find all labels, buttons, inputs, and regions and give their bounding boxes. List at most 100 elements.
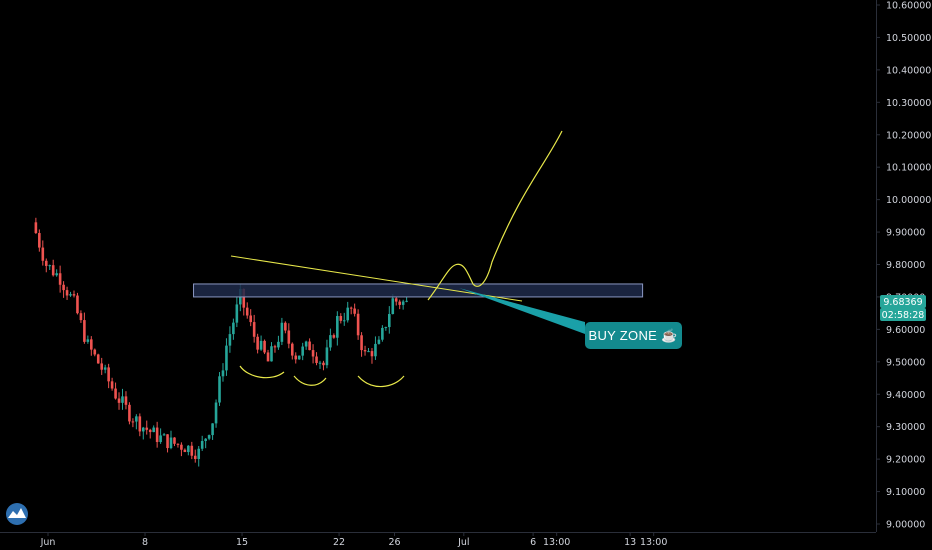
price-tick-label: 10.00000 xyxy=(886,195,931,206)
candle-body xyxy=(79,313,83,321)
candle-body xyxy=(315,356,318,363)
last-price-tag xyxy=(880,295,926,308)
candle-body xyxy=(394,298,398,302)
time-tick-label: Jun xyxy=(40,537,56,548)
resistance-zone[interactable] xyxy=(193,283,644,298)
time-tick-label: Jul xyxy=(457,537,469,548)
candle-body xyxy=(374,343,377,357)
candle-body xyxy=(290,343,294,356)
candle-body xyxy=(207,435,211,439)
candle-body xyxy=(280,322,284,342)
candle-body xyxy=(58,273,62,285)
candle-body xyxy=(322,362,325,366)
price-axis-ticks: 10.60000 10.50000 10.40000 10.30000 10.20000… xyxy=(876,1,931,531)
candle-body xyxy=(256,336,259,350)
price-tick-label: 9.50000 xyxy=(886,357,925,368)
candle-body xyxy=(232,322,235,335)
candlestick-series xyxy=(34,217,408,467)
candle-body xyxy=(93,349,97,355)
price-tick-label: 10.10000 xyxy=(886,163,931,174)
pattern-arc-left[interactable] xyxy=(239,365,285,379)
candle-body xyxy=(377,339,381,344)
candle-body xyxy=(145,427,149,430)
time-tick-label: 22 xyxy=(333,537,345,548)
candle-body xyxy=(259,340,263,350)
candle-body xyxy=(65,290,69,296)
candle-body xyxy=(141,427,145,432)
candle-body xyxy=(41,247,45,261)
candle-body xyxy=(200,441,204,449)
candle-body xyxy=(277,341,280,348)
descending-trendline[interactable] xyxy=(230,255,523,302)
candle-body xyxy=(405,300,408,302)
candle-body xyxy=(214,402,218,424)
candle-body xyxy=(360,335,363,351)
candle-body xyxy=(336,316,339,338)
candle-body xyxy=(128,404,131,422)
candle-body xyxy=(273,346,277,348)
candle-body xyxy=(193,455,197,459)
candle-body xyxy=(176,443,180,445)
candle-body xyxy=(155,427,159,443)
candle-body xyxy=(263,340,266,353)
candle-body xyxy=(228,334,232,346)
candle-body xyxy=(301,346,304,356)
pattern-arc-middle[interactable] xyxy=(293,375,327,386)
candle-body xyxy=(311,350,315,357)
price-tick-label: 10.20000 xyxy=(886,130,931,141)
candle-body xyxy=(284,322,287,331)
annotation-layer: BUY ZONE ☕ xyxy=(230,130,682,388)
candle-body xyxy=(180,444,183,450)
price-tick-label: 9.10000 xyxy=(886,487,925,498)
candle-body xyxy=(388,314,391,328)
candle-body xyxy=(148,429,152,433)
candle-body xyxy=(166,434,169,449)
candle-body xyxy=(325,347,329,366)
price-tick-label: 10.50000 xyxy=(886,33,931,44)
candle-body xyxy=(391,298,395,315)
candle-body xyxy=(304,341,308,347)
price-tick-label: 9.00000 xyxy=(886,520,925,531)
price-tick-label: 10.60000 xyxy=(886,1,931,12)
time-tick-label: 15 xyxy=(236,537,248,548)
candle-body xyxy=(159,435,162,443)
candle-body xyxy=(225,345,228,371)
tradingview-logo-icon[interactable] xyxy=(6,503,28,525)
countdown-label: 02:58:28 xyxy=(882,310,925,321)
buy-zone-callout[interactable] xyxy=(585,322,682,349)
candle-body xyxy=(55,273,58,276)
candle-body xyxy=(62,284,65,291)
projection-path[interactable] xyxy=(427,130,563,301)
candle-body xyxy=(308,341,311,351)
time-tick-label: 8 xyxy=(142,537,148,548)
time-axis-ticks: Jun 8 15 22 26 Jul 6 13:00 13 13:00 xyxy=(40,532,667,548)
candle-body xyxy=(100,363,104,370)
candle-body xyxy=(183,449,187,453)
pattern-arc-right[interactable] xyxy=(357,375,405,388)
candle-body xyxy=(249,315,253,323)
candle-body xyxy=(114,388,117,399)
candle-body xyxy=(187,445,190,453)
candle-body xyxy=(69,294,72,296)
time-tick-label: 26 xyxy=(388,537,400,548)
price-axis[interactable]: 10.60000 10.50000 10.40000 10.30000 10.20000… xyxy=(876,0,931,532)
time-axis[interactable]: Jun 8 15 22 26 Jul 6 13:00 13 13:00 xyxy=(0,532,876,548)
callout-arrow xyxy=(459,288,585,334)
candle-body xyxy=(48,265,52,267)
candle-body xyxy=(34,222,38,234)
candle-body xyxy=(266,352,270,362)
price-tick-label: 10.30000 xyxy=(886,98,931,109)
candle-body xyxy=(110,381,114,389)
candle-body xyxy=(103,367,107,370)
candle-body xyxy=(367,351,370,353)
time-tick-label: 13:00 xyxy=(543,537,570,548)
candle-body xyxy=(96,354,100,364)
price-tick-label: 9.30000 xyxy=(886,422,925,433)
candle-body xyxy=(245,307,249,316)
candle-body xyxy=(349,307,353,309)
price-tick-label: 10.40000 xyxy=(886,65,931,76)
candle-body xyxy=(131,421,135,423)
candle-body xyxy=(121,396,124,403)
